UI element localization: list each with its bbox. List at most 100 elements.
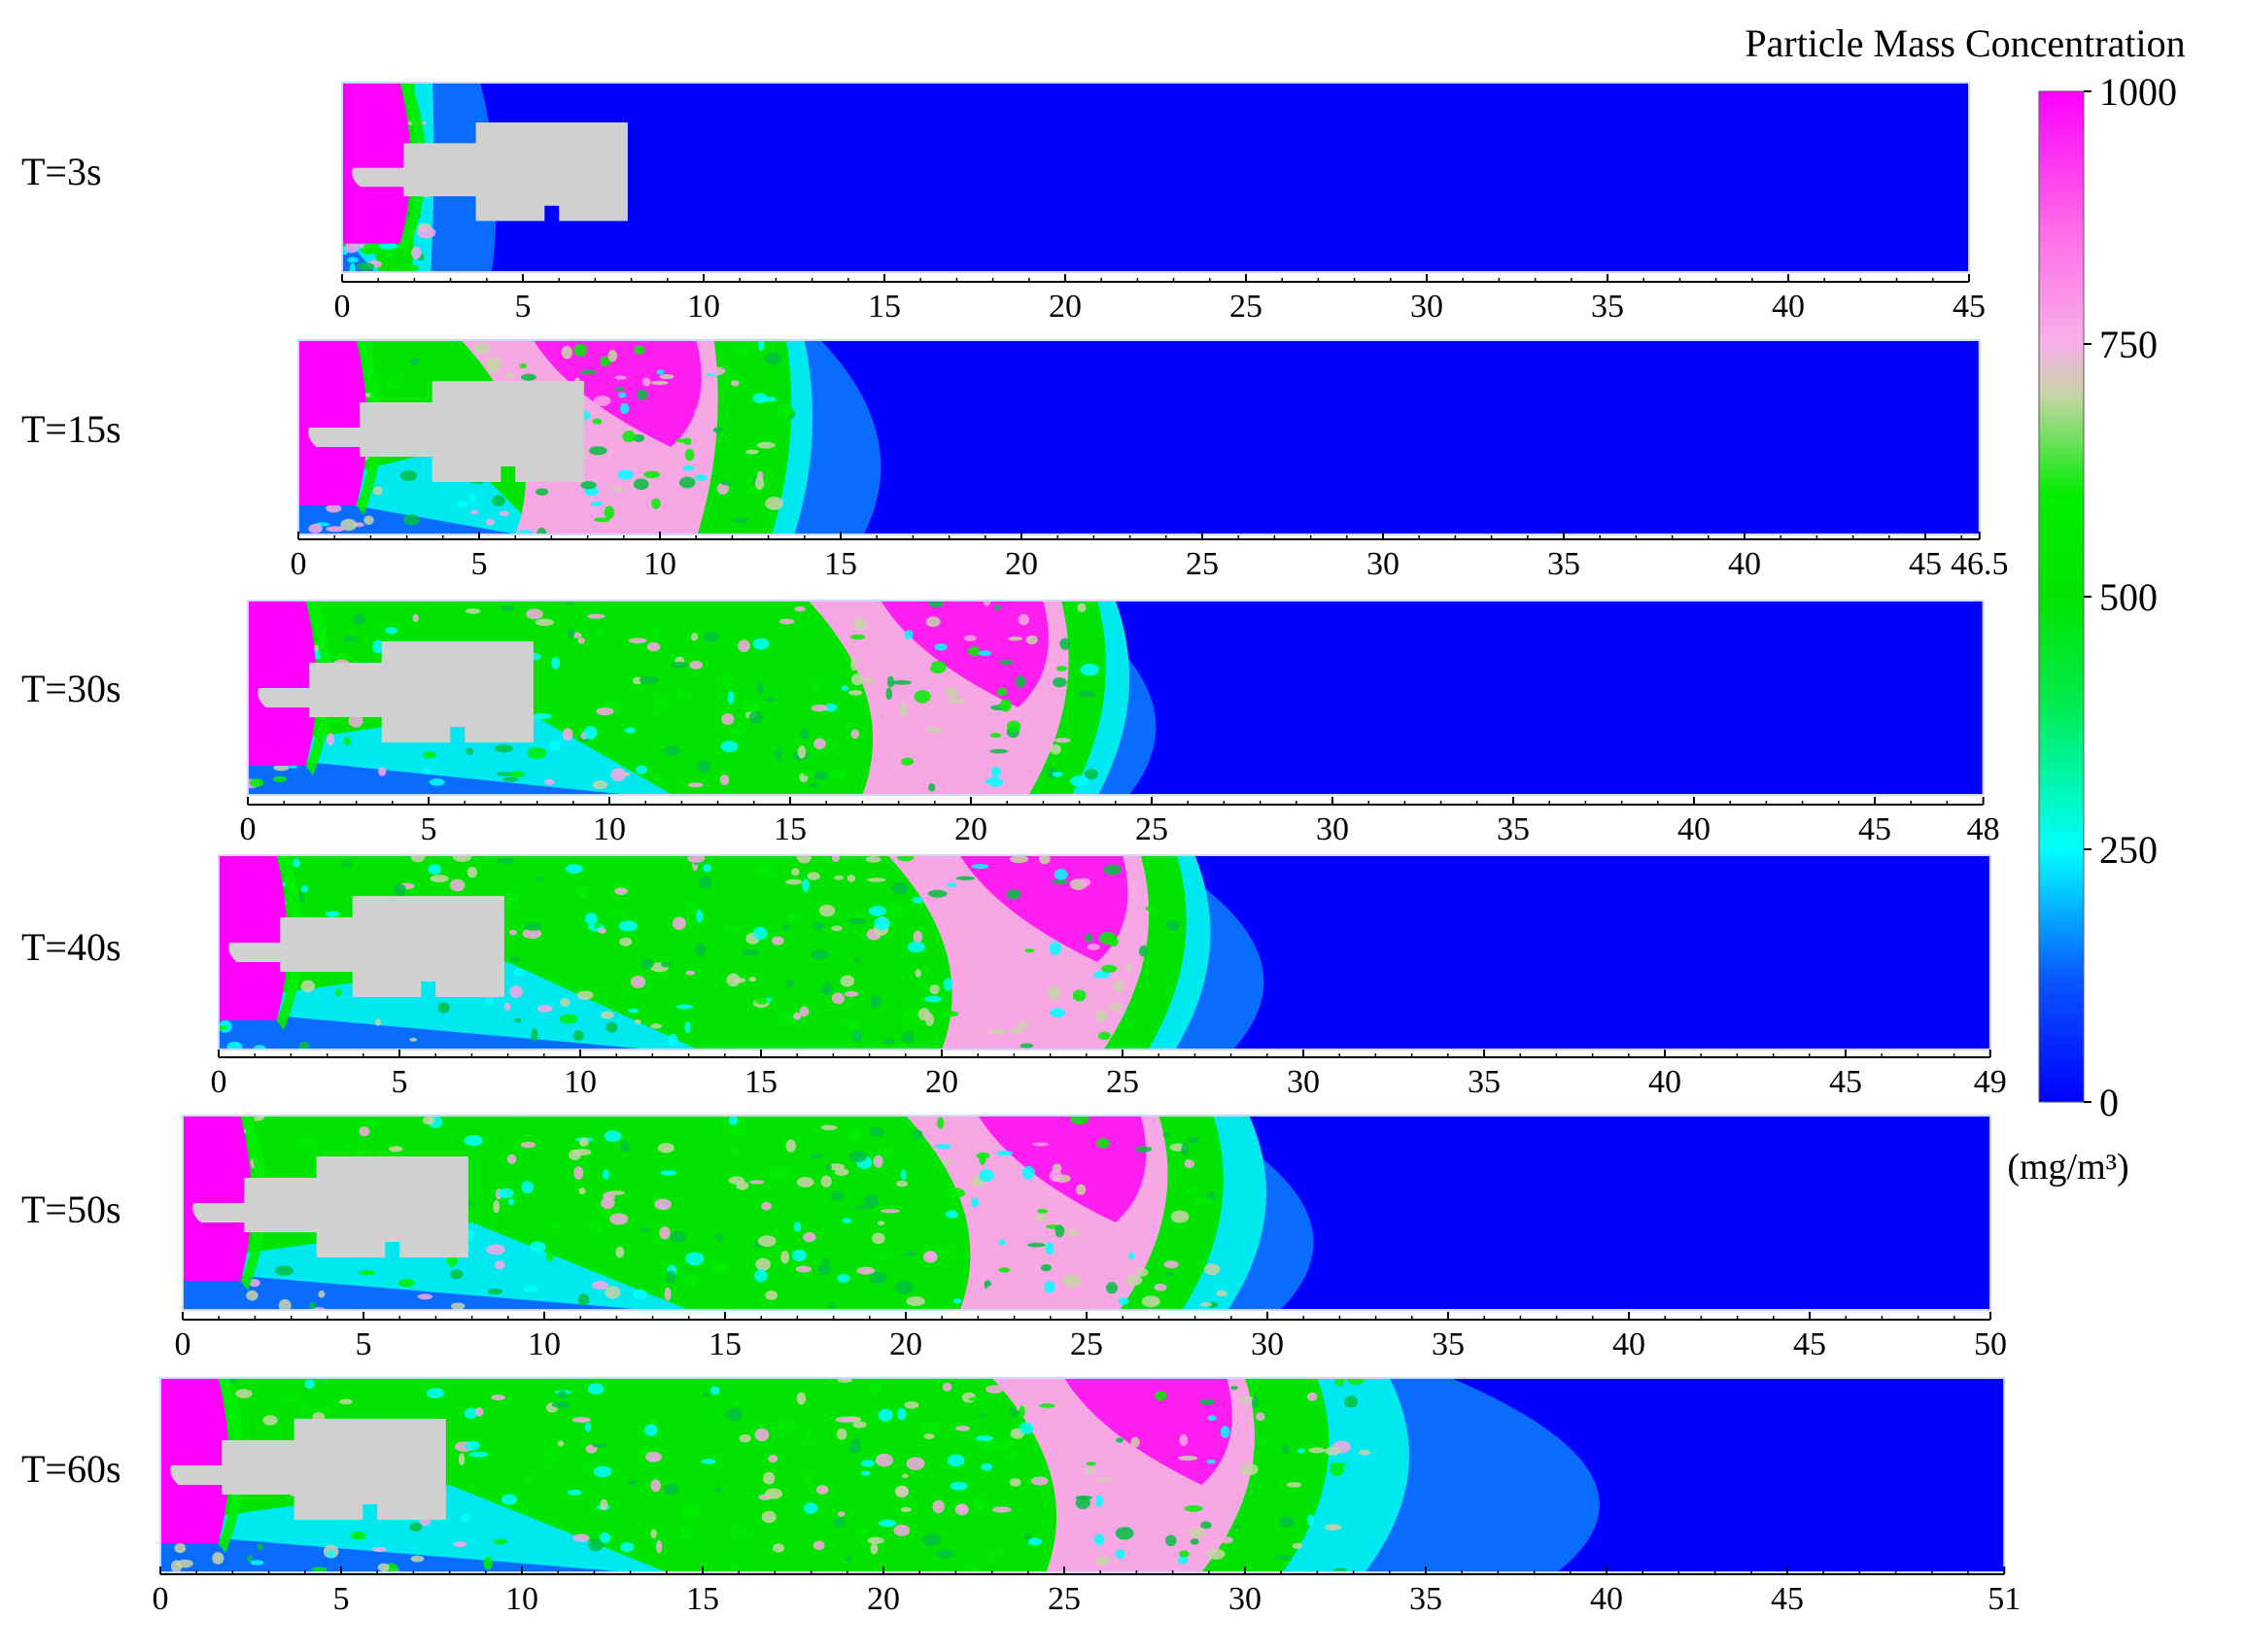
- x-tick-label: 40: [1677, 811, 1711, 847]
- panel-time-label: T=15s: [21, 407, 121, 451]
- machine-silhouette: [192, 1156, 468, 1257]
- x-tick-label: 40: [1728, 546, 1761, 582]
- source-high-concentration: [183, 1116, 252, 1281]
- panel-t-60s: T=60s 0 5 10 15 20 25 30 35 40 45 51: [21, 1377, 2021, 1617]
- x-tick-label: 30: [1316, 811, 1349, 847]
- machine-silhouette: [170, 1419, 446, 1520]
- x-axis: 0 5 10 15 20 25 30 35 40 45 49: [211, 1050, 2007, 1100]
- x-tick-label: 20: [925, 1064, 958, 1100]
- source-high-concentration: [298, 340, 367, 505]
- x-tick-label: 0: [291, 546, 307, 582]
- panel-t-40s: T=40s 0 5 10 15 20 25 30 35 40 45 49: [21, 854, 2007, 1100]
- x-tick-label: 30: [1228, 1581, 1262, 1617]
- machine-silhouette: [228, 896, 504, 997]
- colorbar-tick-label: 250: [2099, 828, 2158, 872]
- source-high-concentration: [219, 855, 288, 1020]
- machine-silhouette: [258, 641, 534, 742]
- x-tick-label: 15: [774, 811, 807, 847]
- panel-t-15s: T=15s 0 5 10 15 20 25 30 35 40 45 46.5: [21, 339, 2009, 582]
- panel-t-30s: T=30s 0 5 10 15 20 25 30 35 40 45 48: [21, 600, 2000, 847]
- x-tick-label: 35: [1468, 1064, 1501, 1100]
- machine-silhouette: [308, 381, 584, 482]
- x-tick-label: 5: [392, 1064, 408, 1100]
- x-tick-label: 45: [1858, 811, 1891, 847]
- x-tick-label: 20: [1049, 289, 1082, 325]
- x-tick-label: 30: [1366, 546, 1400, 582]
- colorbar: Particle Mass Concentration 1000 750 500 25…: [1745, 21, 2185, 1187]
- colorbar-tick-label: 0: [2099, 1081, 2119, 1124]
- x-tick-label: 0: [211, 1064, 227, 1100]
- x-tick-label: 10: [593, 811, 626, 847]
- x-tick-label: 10: [564, 1064, 597, 1100]
- x-tick-label: 20: [1005, 546, 1038, 582]
- x-tick-label: 51: [1988, 1581, 2021, 1617]
- speckle-texture: [184, 1116, 1227, 1310]
- colorbar-gradient: [2038, 90, 2085, 1103]
- x-tick-label: 15: [709, 1326, 742, 1362]
- x-axis: 0 5 10 15 20 25 30 35 40 45 51: [153, 1566, 2021, 1617]
- x-tick-label: 5: [515, 289, 532, 325]
- panel-time-label: T=3s: [21, 150, 102, 193]
- x-tick-label: 15: [868, 289, 901, 325]
- x-tick-label: 30: [1410, 289, 1443, 325]
- x-tick-label: 30: [1287, 1064, 1320, 1100]
- panel-time-label: T=60s: [21, 1447, 121, 1491]
- x-tick-label: 20: [867, 1581, 900, 1617]
- x-axis: 0 5 10 15 20 25 30 35 40 45 50: [175, 1312, 2007, 1362]
- x-tick-label: 10: [528, 1326, 561, 1362]
- machine-silhouette: [352, 121, 628, 222]
- x-tick-label: 45: [1793, 1326, 1826, 1362]
- panel-t-50s: T=50s 0 5 10 15 20 25 30 35 40 45 50: [21, 1115, 2007, 1362]
- x-tick-label: 45: [1953, 289, 1986, 325]
- x-tick-label: 15: [744, 1064, 778, 1100]
- panel-t-3s: T=3s 0 5 10 15 20 25 30 35 40 45: [21, 82, 1986, 325]
- x-tick-label: 25: [1106, 1064, 1139, 1100]
- x-tick-label: 0: [334, 289, 351, 325]
- x-tick-label: 5: [356, 1326, 372, 1362]
- x-tick-label: 0: [153, 1581, 169, 1617]
- x-tick-label: 25: [1048, 1581, 1081, 1617]
- x-tick-label: 30: [1251, 1326, 1284, 1362]
- x-tick-label: 35: [1497, 811, 1530, 847]
- x-tick-label: 45: [1771, 1581, 1804, 1617]
- x-tick-label: 25: [1229, 289, 1262, 325]
- x-tick-label: 0: [175, 1326, 191, 1362]
- x-tick-label: 40: [1590, 1581, 1623, 1617]
- x-tick-label: 20: [889, 1326, 922, 1362]
- x-tick-label: 5: [471, 546, 488, 582]
- x-tick-label: 40: [1772, 289, 1805, 325]
- colorbar-ticks: 1000 750 500 250 0: [2084, 70, 2177, 1124]
- x-tick-label: 35: [1547, 546, 1580, 582]
- colorbar-tick-label: 1000: [2099, 70, 2177, 114]
- colorbar-title: Particle Mass Concentration: [1745, 21, 2185, 65]
- x-tick-label: 48: [1967, 811, 2000, 847]
- x-tick-label: 5: [333, 1581, 350, 1617]
- x-tick-label: 25: [1186, 546, 1219, 582]
- source-high-concentration: [248, 601, 317, 766]
- x-tick-label: 25: [1070, 1326, 1103, 1362]
- colorbar-unit: (mg/m³): [2007, 1147, 2128, 1187]
- plume-magenta: [881, 601, 1049, 707]
- x-tick-label: 35: [1591, 289, 1624, 325]
- x-tick-label: 45: [1909, 546, 1942, 582]
- x-axis: 0 5 10 15 20 25 30 35 40 45 48: [240, 797, 2000, 847]
- source-high-concentration: [160, 1378, 229, 1543]
- x-tick-label: 25: [1135, 811, 1168, 847]
- x-tick-label: 50: [1974, 1326, 2007, 1362]
- x-tick-label: 46.5: [1951, 546, 2009, 582]
- x-tick-label: 10: [643, 546, 676, 582]
- panel-time-label: T=30s: [21, 667, 121, 710]
- x-axis: 0 5 10 15 20 25 30 35 40 45 46.5: [291, 532, 2009, 582]
- x-tick-label: 40: [1612, 1326, 1645, 1362]
- x-tick-label: 35: [1409, 1581, 1442, 1617]
- panel-time-label: T=40s: [21, 925, 121, 969]
- plume-magenta: [533, 340, 702, 447]
- colorbar-tick-label: 500: [2099, 575, 2158, 619]
- x-tick-label: 45: [1829, 1064, 1862, 1100]
- x-tick-label: 40: [1648, 1064, 1681, 1100]
- x-tick-label: 10: [505, 1581, 538, 1617]
- speckle-texture: [164, 1378, 1371, 1572]
- x-tick-label: 5: [421, 811, 437, 847]
